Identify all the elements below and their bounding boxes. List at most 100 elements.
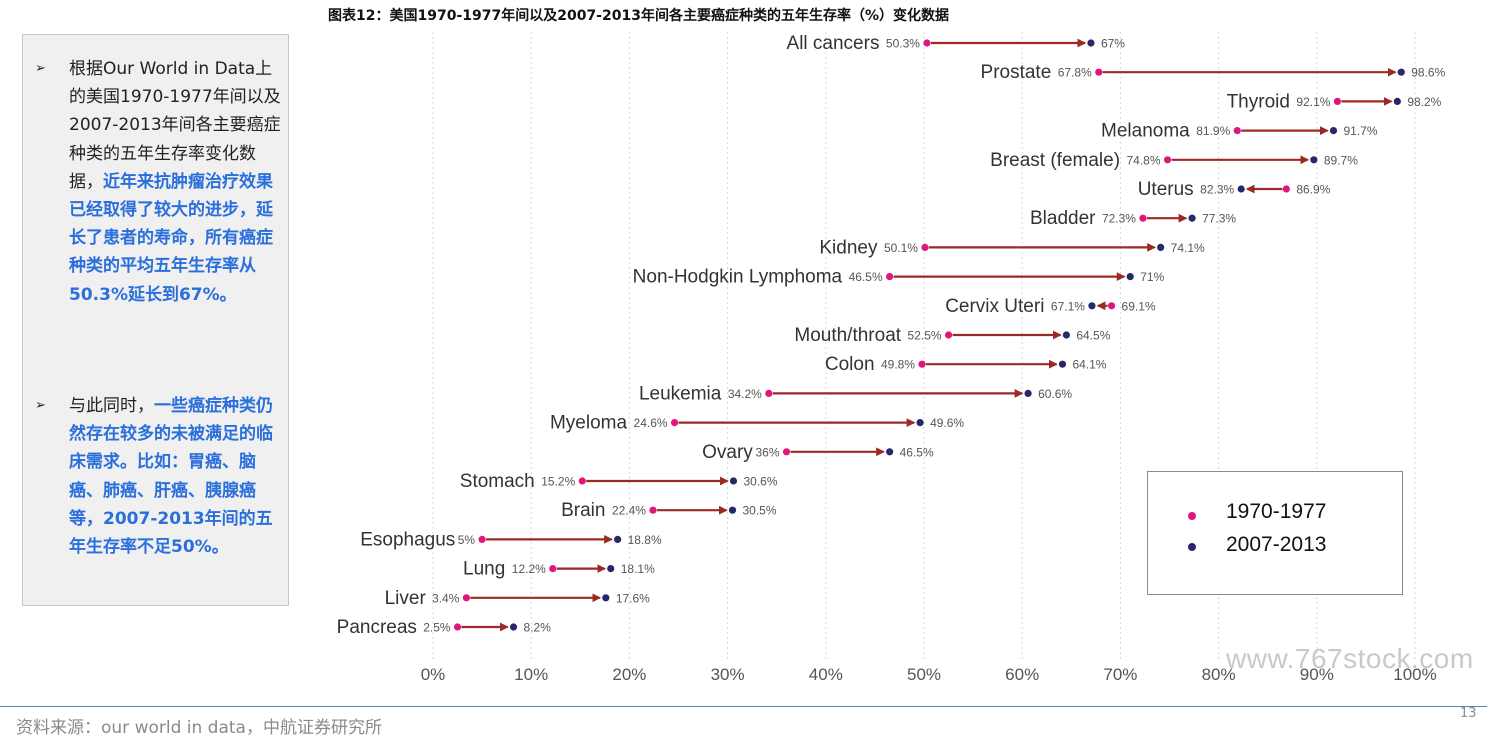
value-label-left: 36% — [755, 445, 779, 459]
category-label: Mouth/throat — [794, 325, 901, 346]
point-1970 — [478, 535, 486, 543]
point-2007 — [1087, 39, 1095, 47]
category-label: Brain — [561, 500, 605, 521]
category-label: Non-Hodgkin Lymphoma — [633, 267, 843, 288]
point-2007 — [729, 477, 738, 485]
bullet-1: ➢ 根据Our World in Data上的美国1970-1977年间以及20… — [35, 55, 283, 309]
point-1970 — [578, 477, 586, 485]
value-label-left: 34.2% — [728, 387, 762, 401]
point-2007 — [1329, 127, 1338, 135]
point-1970 — [921, 243, 929, 251]
bullet-2-highlight: 一些癌症种类仍然存在较多的未被满足的临床需求。比如：胃癌、脑癌、肺癌、肝癌、胰腺… — [69, 396, 273, 558]
point-2007 — [607, 565, 615, 573]
value-label-left: 50.1% — [884, 241, 918, 255]
value-label-right: 18.1% — [621, 562, 655, 576]
value-label-left: 52.5% — [908, 329, 942, 343]
point-1970 — [918, 360, 926, 368]
point-1970 — [1107, 302, 1116, 310]
x-tick-label: 10% — [514, 665, 548, 684]
value-label-left: 46.5% — [849, 270, 883, 284]
value-label-left: 50.3% — [886, 37, 920, 51]
point-1970 — [886, 273, 894, 281]
point-1970 — [453, 623, 462, 631]
value-label-left: 74.8% — [1127, 153, 1161, 167]
point-2007 — [1188, 214, 1196, 222]
category-label: Esophagus — [360, 529, 455, 550]
point-2007 — [1157, 243, 1165, 251]
category-label: Bladder — [1030, 208, 1096, 229]
value-label-left: 67.8% — [1058, 66, 1092, 80]
point-2007 — [1062, 331, 1070, 339]
category-label: All cancers — [787, 33, 880, 54]
value-label-right: 89.7% — [1324, 153, 1358, 167]
x-tick-label: 80% — [1202, 665, 1236, 684]
category-label: Stomach — [460, 471, 535, 492]
x-tick-label: 90% — [1300, 665, 1334, 684]
value-label-left: 3.4% — [432, 591, 460, 605]
value-label-right: 67% — [1101, 37, 1125, 51]
value-label-left: 5% — [458, 533, 476, 547]
value-label-right: 98.6% — [1411, 66, 1445, 80]
point-2007 — [886, 448, 894, 456]
page-number: 13 — [1460, 706, 1477, 721]
point-1970 — [782, 448, 791, 456]
point-1970 — [1282, 185, 1290, 193]
value-label-right: 18.8% — [628, 533, 662, 547]
point-1970 — [1233, 127, 1241, 135]
value-label-right: 30.6% — [743, 475, 777, 489]
commentary-panel: ➢ 根据Our World in Data上的美国1970-1977年间以及20… — [22, 34, 289, 606]
value-label-right: 91.7% — [1343, 124, 1377, 138]
point-2007 — [1310, 156, 1318, 164]
bullet-2: ➢ 与此同时，一些癌症种类仍然存在较多的未被满足的临床需求。比如：胃癌、脑癌、肺… — [35, 392, 283, 561]
bullet-1-plain: 根据Our World in Data上的美国1970-1977年间以及2007… — [69, 59, 281, 192]
point-1970 — [549, 565, 557, 573]
legend-dot-1970 — [1188, 512, 1196, 520]
category-label: Melanoma — [1101, 121, 1190, 142]
value-label-right: 77.3% — [1202, 212, 1236, 226]
x-tick-label: 50% — [907, 665, 941, 684]
value-label-right: 86.9% — [1296, 183, 1330, 197]
category-label: Myeloma — [550, 413, 628, 434]
point-2007 — [1088, 302, 1096, 310]
x-tick-label: 40% — [809, 665, 843, 684]
category-label: Liver — [385, 588, 427, 609]
value-label-right: 17.6% — [616, 591, 650, 605]
category-label: Leukemia — [639, 383, 722, 404]
point-1970 — [923, 39, 931, 47]
x-tick-label: 30% — [711, 665, 745, 684]
value-label-left: 72.3% — [1102, 212, 1136, 226]
point-2007 — [509, 623, 518, 631]
category-label: Kidney — [819, 237, 878, 258]
point-2007 — [1024, 389, 1032, 397]
point-1970 — [944, 331, 953, 339]
point-2007 — [1397, 68, 1405, 76]
point-1970 — [462, 594, 470, 602]
value-label-left: 49.8% — [881, 358, 915, 372]
value-label-right: 74.1% — [1171, 241, 1205, 255]
survival-rate-chart: 0% 10% 20% 30% 40% 50% 60% 70% 80% 90% 100% 50.3% Al… — [337, 32, 1446, 684]
value-label-right: 49.6% — [930, 416, 964, 430]
point-1970 — [1139, 214, 1147, 222]
value-label-right: 64.1% — [1072, 358, 1106, 372]
value-label-right: 71% — [1140, 270, 1164, 284]
value-label-right: 69.1% — [1122, 299, 1156, 313]
bullet-1-highlight: 近年来抗肿瘤治疗效果已经取得了较大的进步，延长了患者的寿命，所有癌症种类的平均五… — [69, 171, 273, 305]
x-tick-label: 20% — [612, 665, 646, 684]
bullet-2-plain: 与此同时， — [69, 396, 154, 416]
watermark: www.767stock.com — [1226, 643, 1474, 674]
point-2007 — [1126, 273, 1134, 281]
point-2007 — [916, 419, 924, 427]
legend: 1970-1977 2007-2013 — [1147, 471, 1403, 595]
point-1970 — [1095, 68, 1103, 76]
point-1970 — [765, 389, 773, 397]
value-label-left: 24.6% — [634, 416, 668, 430]
point-2007 — [614, 535, 622, 543]
bullet-arrow-icon: ➢ — [35, 398, 46, 413]
value-label-left: 15.2% — [541, 475, 575, 489]
category-label: Ovary — [702, 442, 753, 463]
point-1970 — [670, 419, 679, 427]
point-2007 — [1058, 360, 1067, 368]
source-note: 资料来源：our world in data，中航证券研究所 — [16, 718, 382, 738]
value-label-left: 67.1% — [1051, 299, 1085, 313]
legend-label-1970: 1970-1977 — [1226, 500, 1327, 523]
